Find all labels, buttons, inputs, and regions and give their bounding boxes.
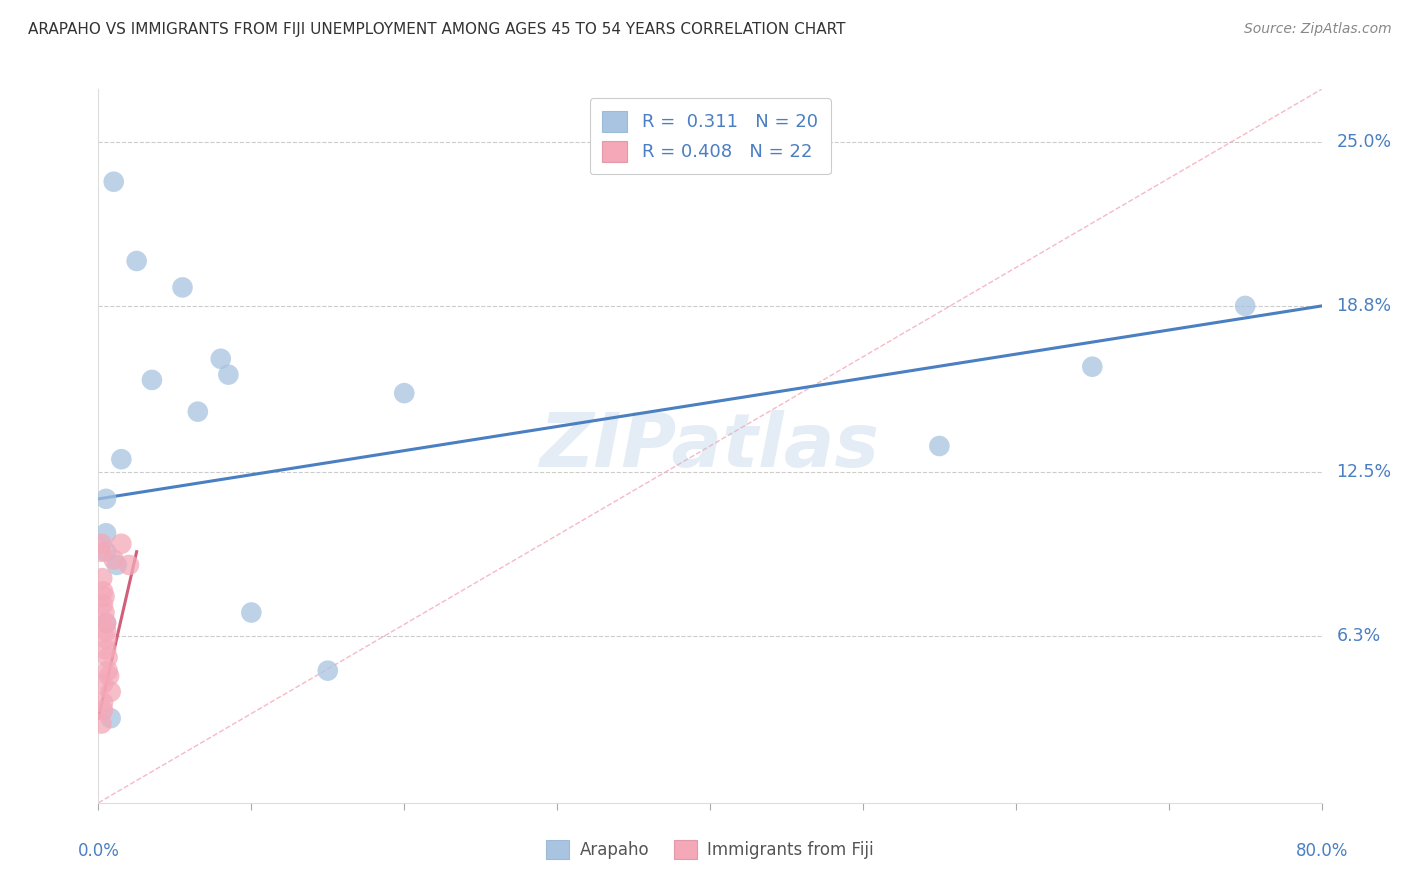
Point xyxy=(94,616,117,631)
Point xyxy=(103,175,125,189)
Point xyxy=(93,590,115,604)
Point xyxy=(91,677,114,691)
Point xyxy=(94,642,117,657)
Point xyxy=(91,695,114,709)
Point xyxy=(240,606,263,620)
Point xyxy=(91,571,114,585)
Point xyxy=(90,716,112,731)
Point xyxy=(316,664,339,678)
Point xyxy=(94,491,117,506)
Point xyxy=(100,711,122,725)
Point xyxy=(110,452,132,467)
Point xyxy=(91,584,114,599)
Point xyxy=(110,537,132,551)
Point xyxy=(94,632,117,646)
Legend: Arapaho, Immigrants from Fiji: Arapaho, Immigrants from Fiji xyxy=(540,833,880,866)
Point xyxy=(125,254,148,268)
Text: 6.3%: 6.3% xyxy=(1336,627,1381,645)
Point xyxy=(94,616,117,631)
Point xyxy=(100,685,122,699)
Point xyxy=(1081,359,1104,374)
Point xyxy=(118,558,141,572)
Text: 12.5%: 12.5% xyxy=(1336,464,1392,482)
Point xyxy=(94,545,117,559)
Text: ARAPAHO VS IMMIGRANTS FROM FIJI UNEMPLOYMENT AMONG AGES 45 TO 54 YEARS CORRELATI: ARAPAHO VS IMMIGRANTS FROM FIJI UNEMPLOY… xyxy=(28,22,845,37)
Text: ZIPatlas: ZIPatlas xyxy=(540,409,880,483)
Point xyxy=(91,598,114,612)
Text: 18.8%: 18.8% xyxy=(1336,297,1392,315)
Point xyxy=(1234,299,1257,313)
Point xyxy=(93,606,115,620)
Point xyxy=(209,351,232,366)
Point xyxy=(97,650,120,665)
Point xyxy=(105,558,128,572)
Point xyxy=(90,537,112,551)
Text: 80.0%: 80.0% xyxy=(1295,842,1348,860)
Point xyxy=(392,386,416,401)
Point xyxy=(141,373,163,387)
Point xyxy=(928,439,950,453)
Point xyxy=(94,526,117,541)
Point xyxy=(217,368,239,382)
Point xyxy=(94,624,117,638)
Text: 0.0%: 0.0% xyxy=(77,842,120,860)
Point xyxy=(103,552,125,566)
Point xyxy=(98,669,121,683)
Text: 25.0%: 25.0% xyxy=(1336,133,1392,151)
Point xyxy=(91,703,114,717)
Point xyxy=(172,280,194,294)
Point xyxy=(187,404,209,418)
Text: Source: ZipAtlas.com: Source: ZipAtlas.com xyxy=(1244,22,1392,37)
Point xyxy=(90,545,112,559)
Point xyxy=(97,664,120,678)
